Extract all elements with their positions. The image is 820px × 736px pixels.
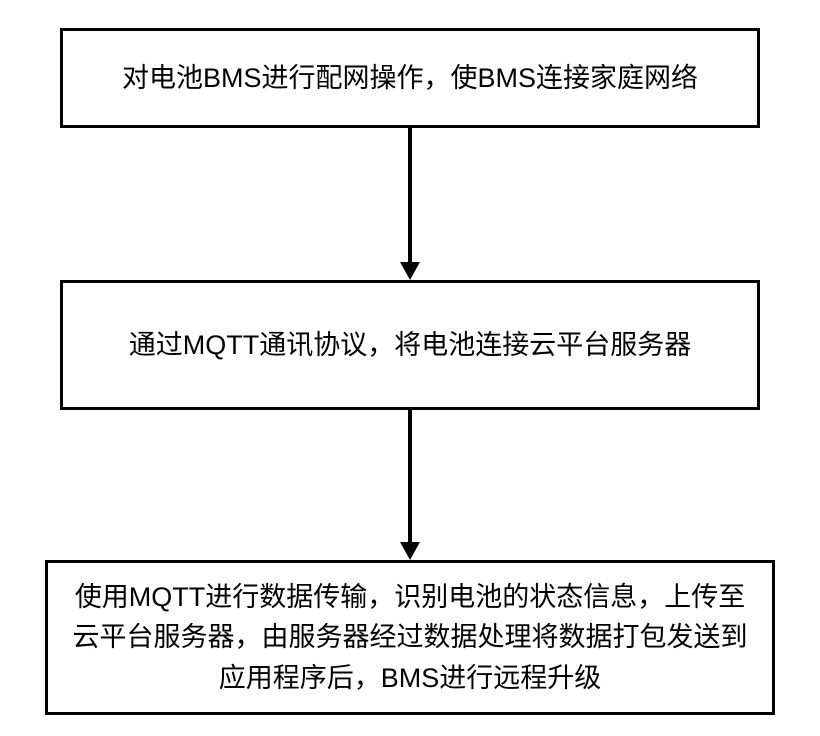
step-3-text: 使用MQTT进行数据传输，识别电池的状态信息，上传至云平台服务器，由服务器经过数… <box>68 577 752 699</box>
step-2-text: 通过MQTT通讯协议，将电池连接云平台服务器 <box>129 325 691 366</box>
arrow-2-line <box>408 410 412 543</box>
flowchart-step-3: 使用MQTT进行数据传输，识别电池的状态信息，上传至云平台服务器，由服务器经过数… <box>45 560 775 715</box>
flowchart-container: 对电池BMS进行配网操作，使BMS连接家庭网络 通过MQTT通讯协议，将电池连接… <box>0 0 820 736</box>
flowchart-step-2: 通过MQTT通讯协议，将电池连接云平台服务器 <box>60 280 760 410</box>
flowchart-step-1: 对电池BMS进行配网操作，使BMS连接家庭网络 <box>60 28 760 128</box>
arrow-2-head <box>400 542 420 560</box>
arrow-1-head <box>400 262 420 280</box>
step-1-text: 对电池BMS进行配网操作，使BMS连接家庭网络 <box>122 58 698 99</box>
arrow-1-line <box>408 128 412 263</box>
